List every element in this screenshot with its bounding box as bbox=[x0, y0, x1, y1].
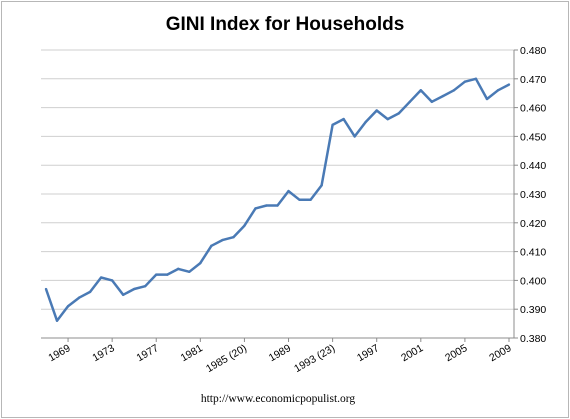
x-tick-label: 1969 bbox=[46, 342, 72, 364]
data-point bbox=[474, 77, 478, 81]
y-tick-label: 0.380 bbox=[520, 333, 546, 345]
data-point bbox=[452, 89, 456, 92]
data-point bbox=[254, 207, 257, 210]
data-point bbox=[342, 117, 345, 121]
data-point bbox=[507, 83, 511, 86]
y-tick-label: 0.390 bbox=[520, 304, 546, 316]
data-point bbox=[188, 270, 191, 273]
source-url: http://www.economicpopulist.org bbox=[201, 393, 356, 405]
y-tick-label: 0.420 bbox=[520, 218, 546, 230]
data-point bbox=[276, 204, 279, 207]
data-point bbox=[353, 135, 356, 138]
data-point bbox=[110, 279, 114, 282]
data-point bbox=[331, 123, 334, 127]
data-point bbox=[485, 97, 489, 101]
gridlines bbox=[41, 49, 518, 339]
data-point bbox=[232, 236, 235, 239]
y-tick-label: 0.450 bbox=[520, 131, 546, 143]
data-point bbox=[364, 120, 367, 124]
data-point bbox=[287, 189, 290, 193]
data-point bbox=[121, 293, 125, 296]
data-point bbox=[221, 238, 224, 242]
data-point bbox=[496, 89, 500, 92]
data-point bbox=[166, 273, 169, 276]
y-tick-label: 0.480 bbox=[520, 45, 546, 57]
data-point bbox=[88, 290, 92, 294]
data-point bbox=[463, 80, 467, 83]
x-tick-label: 1985 (20) bbox=[204, 342, 249, 375]
data-point bbox=[155, 273, 158, 276]
data-point bbox=[132, 287, 136, 291]
y-tick-label: 0.470 bbox=[520, 74, 546, 86]
x-tick-label: 1989 bbox=[267, 342, 293, 364]
x-tick-label: 2001 bbox=[399, 342, 425, 364]
data-point bbox=[441, 94, 445, 98]
y-tick-label: 0.410 bbox=[520, 247, 546, 259]
data-point bbox=[199, 261, 202, 265]
y-tick-label: 0.440 bbox=[520, 160, 546, 172]
x-tick-label: 1993 (23) bbox=[292, 342, 337, 375]
x-tick-label: 1973 bbox=[90, 342, 116, 364]
x-tick-label: 1977 bbox=[135, 342, 161, 364]
data-point bbox=[177, 267, 180, 271]
gini-series-line bbox=[44, 77, 510, 322]
data-point bbox=[309, 198, 312, 201]
data-point bbox=[265, 204, 268, 207]
data-point bbox=[66, 305, 70, 308]
data-point bbox=[386, 117, 389, 121]
x-tick-label: 2009 bbox=[487, 342, 513, 364]
data-point bbox=[99, 276, 103, 279]
x-tick-label: 2005 bbox=[443, 342, 469, 364]
y-tick-label: 0.460 bbox=[520, 103, 546, 115]
data-point bbox=[298, 198, 301, 201]
data-point bbox=[397, 112, 400, 115]
x-tick-label: 1981 bbox=[179, 342, 205, 364]
data-point bbox=[419, 89, 423, 92]
data-point bbox=[408, 100, 411, 104]
data-point bbox=[243, 224, 246, 227]
series-layer bbox=[44, 77, 511, 322]
data-point bbox=[320, 184, 323, 187]
data-point bbox=[77, 296, 81, 299]
y-tick-label: 0.400 bbox=[520, 275, 546, 287]
data-point bbox=[55, 319, 59, 322]
data-point bbox=[375, 109, 378, 112]
x-tick-label: 1997 bbox=[355, 342, 381, 364]
data-point bbox=[210, 244, 213, 248]
y-tick-labels: 0.380 0.390 0.400 0.410 0.420 0.430 0.440 0.450… bbox=[520, 45, 546, 345]
axes bbox=[41, 50, 515, 342]
data-point bbox=[430, 100, 434, 104]
y-tick-label: 0.430 bbox=[520, 189, 546, 201]
data-point bbox=[144, 284, 147, 288]
x-tick-labels: 1969 1973 1977 1981 1985 (20) 1989 1993 (23) 19… bbox=[46, 342, 513, 375]
chart-title: GINI Index for Households bbox=[166, 14, 405, 35]
data-point bbox=[44, 287, 48, 291]
